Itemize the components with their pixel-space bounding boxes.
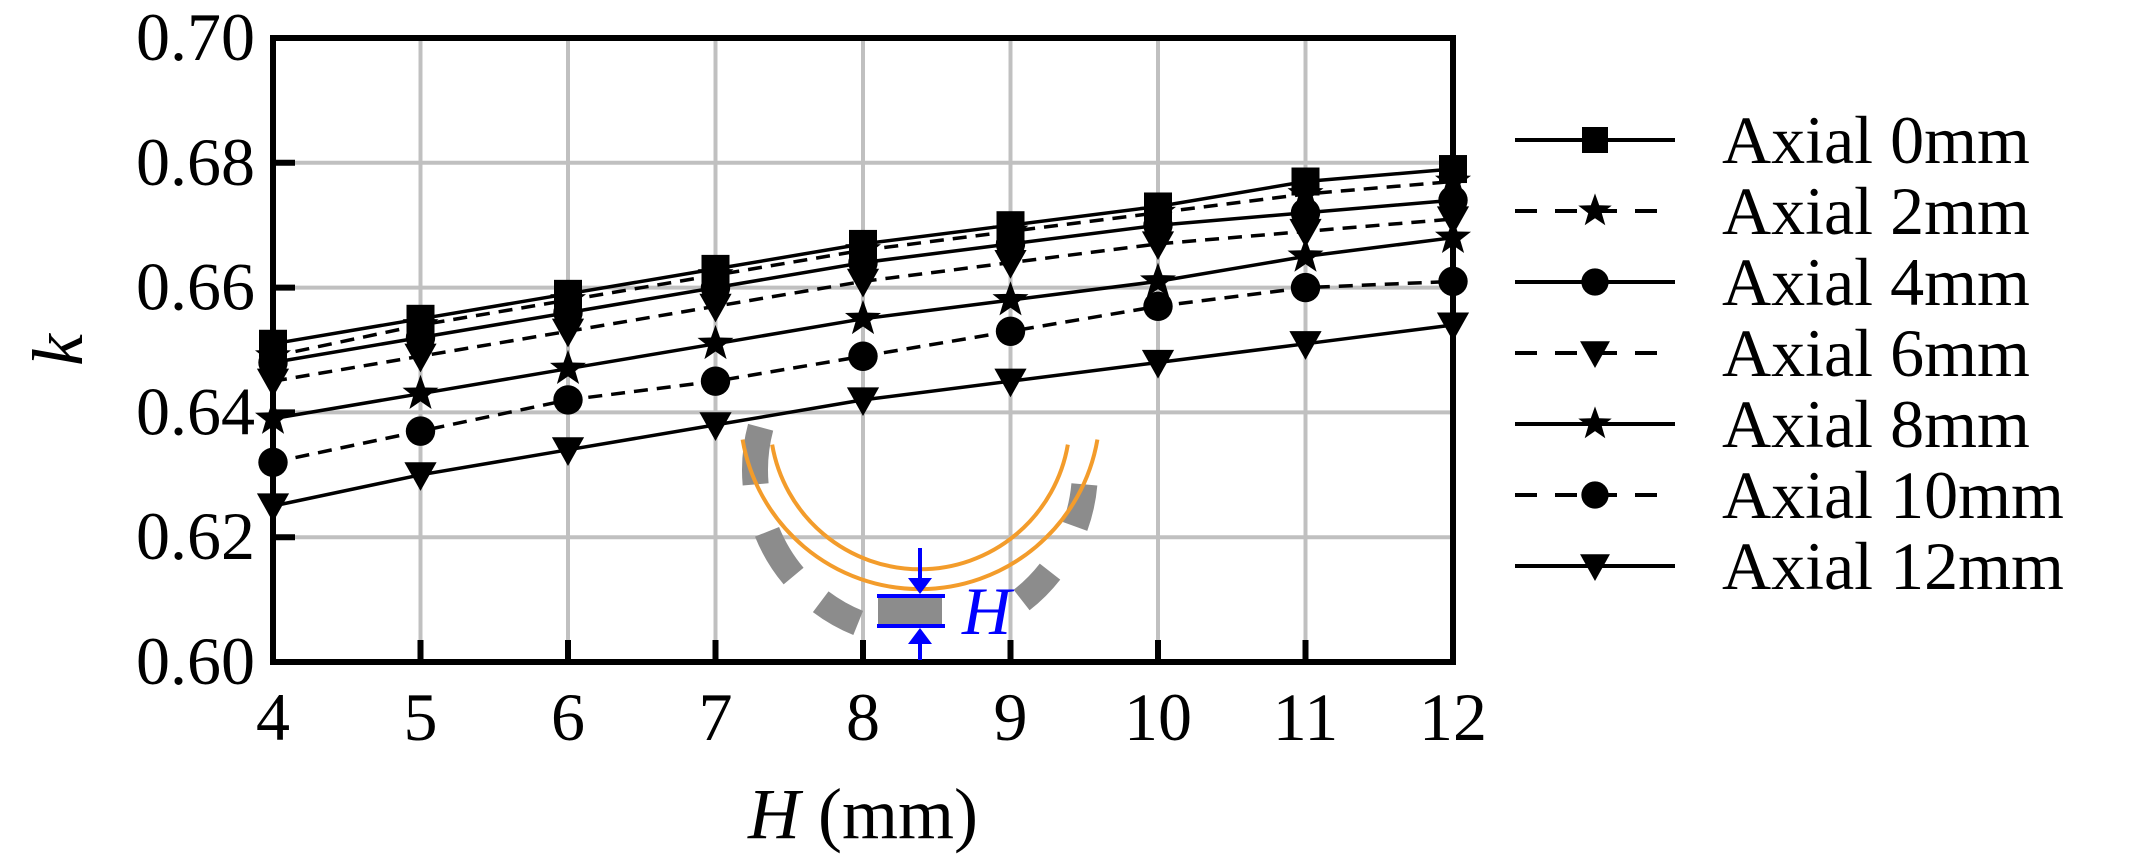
legend-label: Axial 0mm bbox=[1722, 102, 2030, 178]
data-point bbox=[1287, 237, 1324, 272]
series bbox=[258, 266, 1468, 478]
data-point bbox=[551, 437, 585, 466]
legend-label: Axial 2mm bbox=[1722, 173, 2030, 249]
axis-ticks: 4 5 6 7 8 9 10 11 12 0.60 0.62 0.64 0.66 0.68 0.70 bbox=[136, 0, 1487, 755]
legend-label: Axial 8mm bbox=[1722, 386, 2030, 462]
data-point bbox=[553, 385, 583, 415]
series-group bbox=[255, 155, 1471, 523]
data-point bbox=[700, 366, 731, 396]
data-point bbox=[1140, 262, 1176, 297]
cross-section-block bbox=[812, 591, 864, 636]
x-tick-label: 4 bbox=[256, 679, 290, 755]
legend-item: Axial 12mm bbox=[1515, 528, 2064, 604]
x-axis-variable: H bbox=[747, 774, 804, 854]
legend-item: Axial 8mm bbox=[1515, 386, 2030, 462]
data-point bbox=[992, 281, 1029, 316]
series bbox=[256, 206, 1470, 398]
data-point bbox=[845, 299, 881, 335]
legend-label: Axial 10mm bbox=[1722, 457, 2064, 533]
data-point bbox=[1578, 406, 1612, 439]
x-tick-label: 6 bbox=[551, 679, 585, 755]
data-point bbox=[699, 412, 732, 441]
data-point bbox=[405, 416, 436, 446]
x-tick-label: 9 bbox=[994, 679, 1028, 755]
x-tick-label: 10 bbox=[1124, 679, 1192, 755]
cross-section-block bbox=[878, 596, 942, 626]
data-point bbox=[1287, 175, 1324, 210]
y-tick-label: 0.60 bbox=[136, 623, 255, 699]
data-point bbox=[1290, 272, 1321, 303]
inset-label-h: H bbox=[961, 573, 1015, 649]
data-point bbox=[1581, 481, 1609, 509]
data-point bbox=[1581, 268, 1609, 296]
cross-section-block bbox=[1062, 483, 1098, 531]
data-point bbox=[550, 349, 586, 384]
data-point bbox=[697, 324, 734, 360]
y-tick-label: 0.70 bbox=[136, 0, 255, 75]
x-tick-label: 5 bbox=[404, 679, 438, 755]
x-tick-label: 11 bbox=[1273, 679, 1338, 755]
data-point bbox=[846, 387, 880, 417]
arrow-up-head bbox=[908, 628, 932, 644]
data-point bbox=[1580, 554, 1610, 581]
data-point bbox=[1289, 331, 1322, 360]
arrow-down-head bbox=[908, 578, 932, 594]
data-point bbox=[404, 462, 437, 491]
data-point bbox=[551, 318, 585, 348]
data-point bbox=[1141, 231, 1175, 261]
data-point bbox=[1141, 349, 1175, 379]
y-tick-label: 0.62 bbox=[136, 498, 255, 574]
legend-label: Axial 12mm bbox=[1722, 528, 2064, 604]
cross-section-block bbox=[754, 526, 804, 585]
data-point bbox=[848, 341, 878, 371]
data-point bbox=[1143, 291, 1173, 322]
legend-item: Axial 6mm bbox=[1515, 315, 2030, 391]
legend-item: Axial 10mm bbox=[1515, 457, 2064, 533]
cross-section-block bbox=[1013, 563, 1061, 611]
legend-item: Axial 4mm bbox=[1515, 244, 2030, 320]
y-tick-label: 0.66 bbox=[136, 249, 255, 325]
data-point bbox=[1289, 218, 1322, 248]
data-point bbox=[994, 250, 1027, 279]
data-point bbox=[846, 268, 880, 298]
legend-item: Axial 2mm bbox=[1515, 173, 2030, 249]
legend-label: Axial 6mm bbox=[1722, 315, 2030, 391]
y-axis-title: k bbox=[18, 332, 98, 366]
data-point bbox=[402, 374, 439, 409]
legend-item: Axial 0mm bbox=[1515, 102, 2030, 178]
data-point bbox=[995, 316, 1026, 346]
data-point bbox=[404, 343, 437, 373]
x-tick-label: 7 bbox=[699, 679, 733, 755]
x-axis-title: H (mm) bbox=[747, 774, 978, 854]
data-point bbox=[994, 368, 1027, 398]
cross-section-inset: H bbox=[740, 423, 1100, 660]
x-axis-unit: (mm) bbox=[800, 774, 978, 854]
x-tick-label: 12 bbox=[1419, 679, 1487, 755]
data-point bbox=[1580, 341, 1610, 368]
data-point bbox=[1578, 193, 1612, 226]
x-tick-label: 8 bbox=[846, 679, 880, 755]
legend-label: Axial 4mm bbox=[1722, 244, 2030, 320]
data-point bbox=[1582, 127, 1608, 153]
y-tick-label: 0.64 bbox=[136, 373, 255, 449]
data-point bbox=[699, 293, 732, 323]
y-tick-label: 0.68 bbox=[136, 124, 255, 200]
series bbox=[256, 312, 1470, 523]
